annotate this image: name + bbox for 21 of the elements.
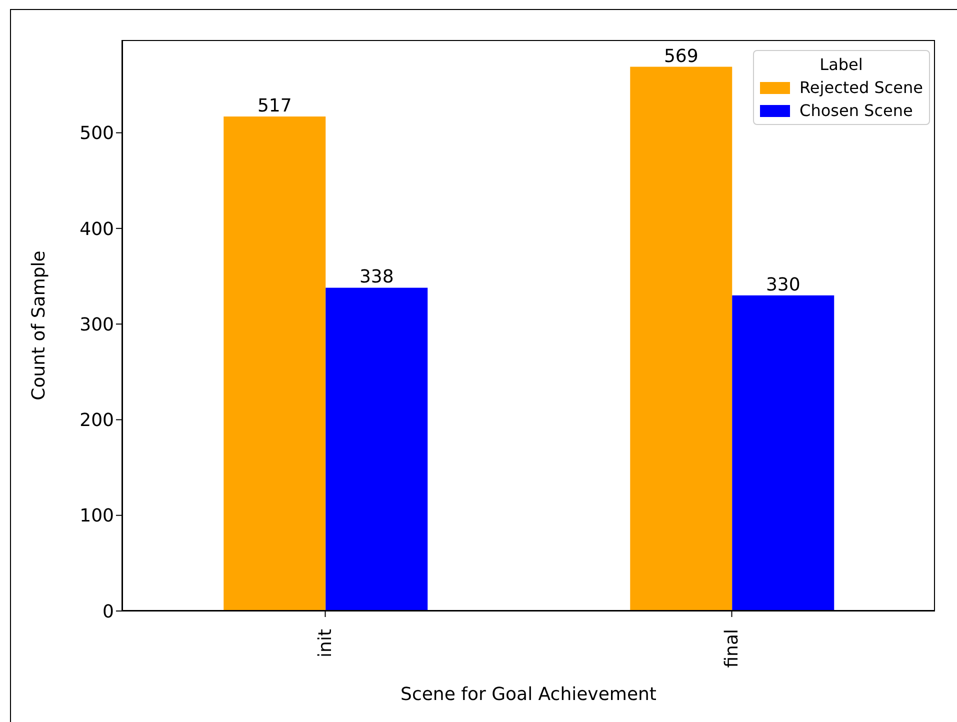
y-tick-label: 0 — [102, 601, 114, 622]
data-label: 569 — [664, 46, 698, 67]
bar — [630, 66, 732, 611]
y-tick-label: 100 — [80, 506, 114, 527]
x-tick-label: final — [721, 629, 742, 668]
data-label: 517 — [257, 96, 292, 117]
x-axis-title: Scene for Goal Achievement — [400, 684, 656, 705]
bar — [732, 295, 834, 611]
y-tick-label: 400 — [80, 218, 114, 240]
data-label: 338 — [359, 266, 394, 288]
y-axis-title: Count of Sample — [28, 250, 50, 400]
data-label: 330 — [766, 274, 800, 296]
bar — [224, 116, 326, 611]
legend-title: Label — [818, 55, 864, 74]
bar — [326, 288, 428, 611]
legend-label: Rejected Scene — [800, 78, 923, 97]
legend-label: Chosen Scene — [800, 101, 913, 120]
x-tick-label: init — [314, 629, 336, 658]
y-tick-label: 300 — [80, 314, 114, 336]
y-tick-label: 500 — [80, 123, 114, 144]
y-tick-label: 200 — [80, 410, 114, 432]
